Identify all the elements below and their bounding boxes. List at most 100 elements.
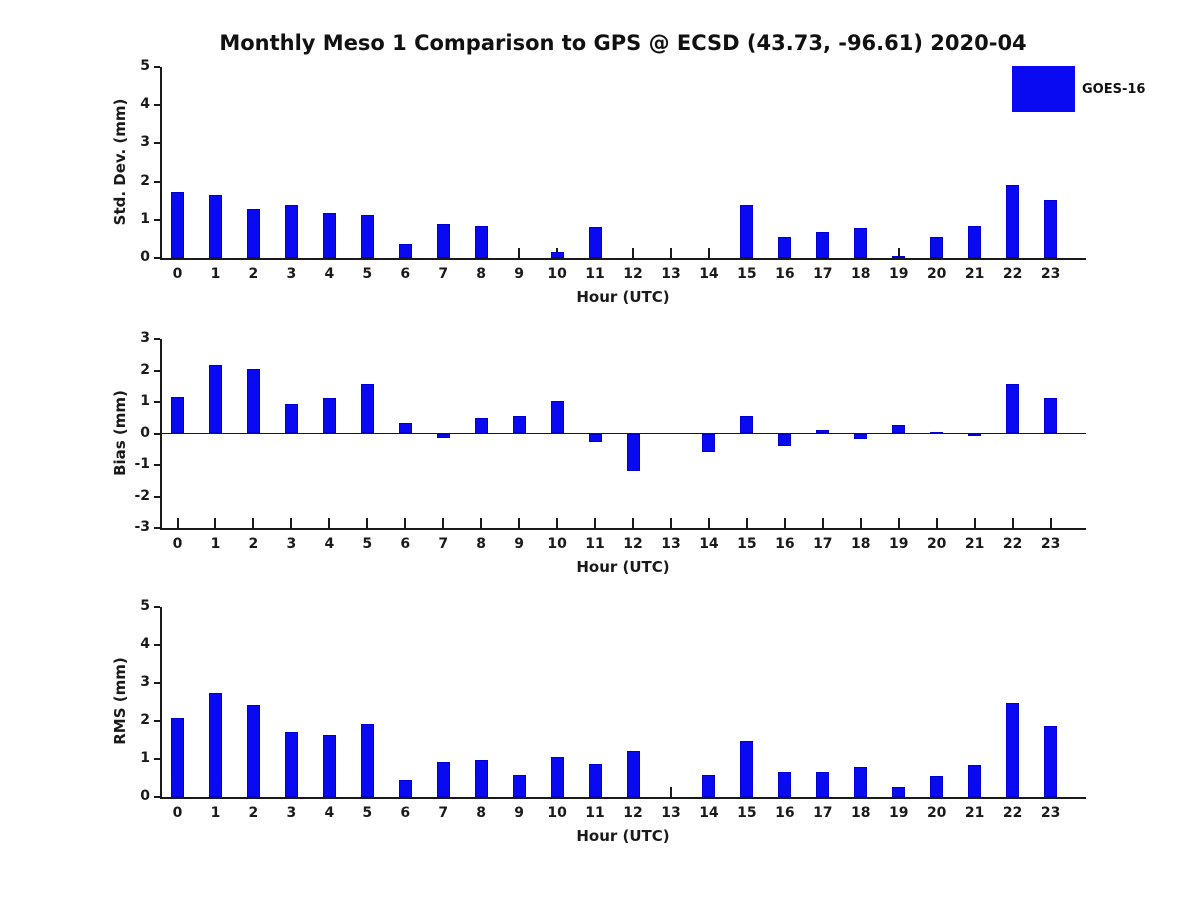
y-tick-label: 1 (140, 393, 150, 409)
bar-hour-15 (740, 416, 754, 434)
bar-hour-17 (816, 771, 830, 797)
x-tick (1049, 518, 1052, 528)
bar-hour-8 (474, 417, 488, 434)
x-tick-label: 7 (438, 805, 449, 821)
bar-hour-16 (778, 771, 792, 797)
bar-hour-1 (208, 365, 222, 434)
y-tick-label: 0 (140, 424, 150, 441)
x-tick-label: 20 (926, 805, 947, 821)
x-tick-label: 13 (661, 805, 681, 821)
y-tick (154, 796, 160, 798)
y-tick (154, 66, 160, 68)
x-tick (214, 518, 217, 528)
bar-hour-21 (968, 433, 982, 436)
y-tick-label: 0 (140, 788, 150, 804)
x-tick-label: 7 (438, 266, 449, 282)
x-tick (897, 518, 900, 528)
x-tick-label: 17 (813, 805, 833, 821)
x-tick-label: 19 (888, 266, 909, 282)
x-tick (632, 518, 635, 528)
y-tick (154, 464, 160, 466)
bar-hour-22 (1006, 703, 1020, 797)
x-tick-label: 4 (324, 805, 335, 821)
x-axis-title: Hour (UTC) (576, 558, 670, 576)
bar-hour-10 (550, 401, 564, 434)
bar-hour-22 (1006, 184, 1020, 258)
bar-hour-6 (398, 423, 412, 434)
bar-hour-2 (246, 209, 260, 258)
x-tick-label: 4 (324, 266, 335, 282)
x-tick-label: 19 (888, 805, 909, 821)
y-tick-label: 3 (140, 134, 150, 151)
x-tick-label: 20 (926, 266, 947, 282)
x-tick (669, 787, 672, 797)
bar-hour-23 (1044, 398, 1058, 434)
bar-hour-4 (322, 398, 336, 434)
x-tick (594, 518, 597, 528)
x-tick (745, 518, 748, 528)
y-tick-label: -1 (134, 456, 150, 472)
bar-hour-16 (778, 433, 792, 447)
x-tick-label: 22 (1002, 266, 1023, 282)
bar-hour-4 (322, 213, 336, 258)
x-tick-label: 10 (547, 266, 567, 282)
bar-hour-23 (1044, 199, 1058, 258)
x-tick-label: 8 (476, 266, 487, 282)
x-tick-label: 6 (400, 266, 411, 282)
y-tick (154, 720, 160, 722)
y-tick (154, 218, 160, 221)
bar-hour-3 (284, 403, 298, 434)
x-tick (973, 518, 976, 528)
bar-hour-6 (398, 779, 412, 797)
x-tick-label: 11 (585, 805, 605, 821)
bar-hour-5 (360, 215, 374, 258)
bar-hour-20 (930, 431, 944, 434)
x-tick (632, 248, 635, 258)
bar-hour-19 (892, 256, 906, 259)
y-tick-label: 0 (140, 249, 150, 265)
bar-hour-15 (740, 204, 754, 258)
bar-hour-10 (550, 757, 564, 797)
x-tick-label: 18 (851, 536, 871, 552)
x-tick-label: 15 (737, 805, 757, 821)
x-tick-label: 3 (286, 536, 297, 552)
bar-hour-5 (360, 384, 374, 434)
x-tick (783, 518, 786, 528)
x-tick-label: 12 (623, 536, 643, 552)
x-tick (176, 518, 179, 528)
y-axis-line (160, 67, 162, 260)
bar-hour-23 (1044, 726, 1058, 797)
x-tick (404, 518, 407, 528)
y-tick (154, 338, 160, 340)
bar-hour-7 (436, 433, 450, 438)
y-tick-label: 2 (140, 361, 150, 378)
x-tick-label: 10 (547, 536, 567, 552)
x-axis-title: Hour (UTC) (576, 288, 670, 306)
y-tick (154, 257, 160, 259)
x-tick-label: 1 (210, 805, 221, 821)
bar-hour-1 (208, 194, 222, 258)
x-tick-label: 5 (362, 805, 373, 821)
y-tick (154, 644, 160, 646)
x-tick-label: 21 (964, 805, 985, 821)
bar-hour-11 (588, 226, 602, 258)
x-tick (707, 518, 710, 528)
bar-hour-19 (892, 424, 906, 434)
x-tick-label: 18 (851, 266, 871, 282)
bar-hour-14 (702, 774, 716, 797)
bar-hour-5 (360, 723, 374, 797)
bar-hour-7 (436, 762, 450, 797)
x-tick-label: 0 (172, 536, 183, 552)
x-tick-label: 9 (514, 805, 524, 821)
y-axis-line (160, 607, 162, 799)
bar-hour-0 (171, 396, 184, 434)
legend-label: GOES-16 (1082, 82, 1146, 97)
bar-hour-6 (398, 244, 412, 258)
y-tick-label: 4 (140, 96, 150, 113)
x-tick-label: 17 (813, 536, 833, 552)
bar-hour-7 (436, 223, 450, 258)
bar-hour-3 (284, 732, 298, 797)
x-tick-label: 13 (661, 266, 681, 282)
bar-hour-3 (284, 204, 298, 258)
bar-hour-19 (892, 787, 906, 797)
